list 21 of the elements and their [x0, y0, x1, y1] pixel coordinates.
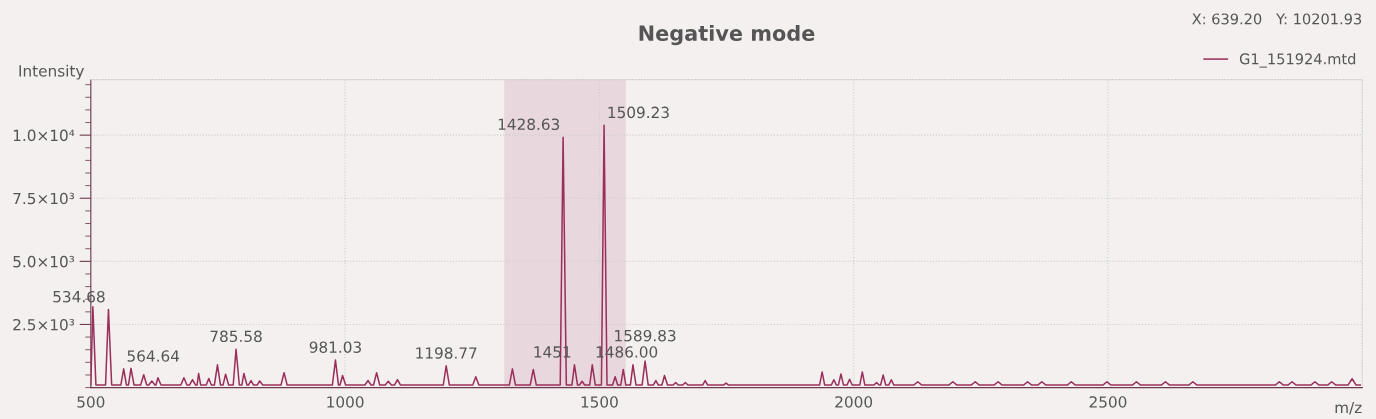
x-tick-label: 500 — [77, 396, 105, 408]
x-tick-label: 1000 — [327, 396, 364, 408]
annotation: 1589.83 — [615, 329, 676, 342]
annotation: 1428.63 — [498, 118, 560, 131]
y-axis-title: Intensity — [19, 64, 84, 80]
annotation: 1509.23 — [608, 106, 669, 119]
x-tick-label: 2000 — [835, 396, 873, 408]
x-tick-label: 1500 — [581, 396, 618, 408]
y-tick-label: 1.0×10⁴ — [13, 129, 75, 142]
y-tick-label: 7.5×10³ — [13, 192, 75, 205]
annotation: 1198.77 — [416, 347, 477, 359]
annotation: 981.03 — [309, 341, 361, 353]
chart-title: Negative mode — [639, 24, 815, 46]
x-tick-label: 2500 — [1089, 396, 1127, 408]
y-tick-label: 5.0×10³ — [13, 255, 75, 268]
y-tick-label: 2.5×10³ — [13, 318, 75, 331]
text: X: 639.20 Y: 10201.93 — [1192, 13, 1362, 25]
annotation: 785.58 — [210, 330, 262, 343]
annotation: 564.64 — [127, 350, 180, 362]
x-axis-title: m/z — [1335, 401, 1362, 415]
legend-label: G1_151924.mtd — [1239, 53, 1356, 68]
